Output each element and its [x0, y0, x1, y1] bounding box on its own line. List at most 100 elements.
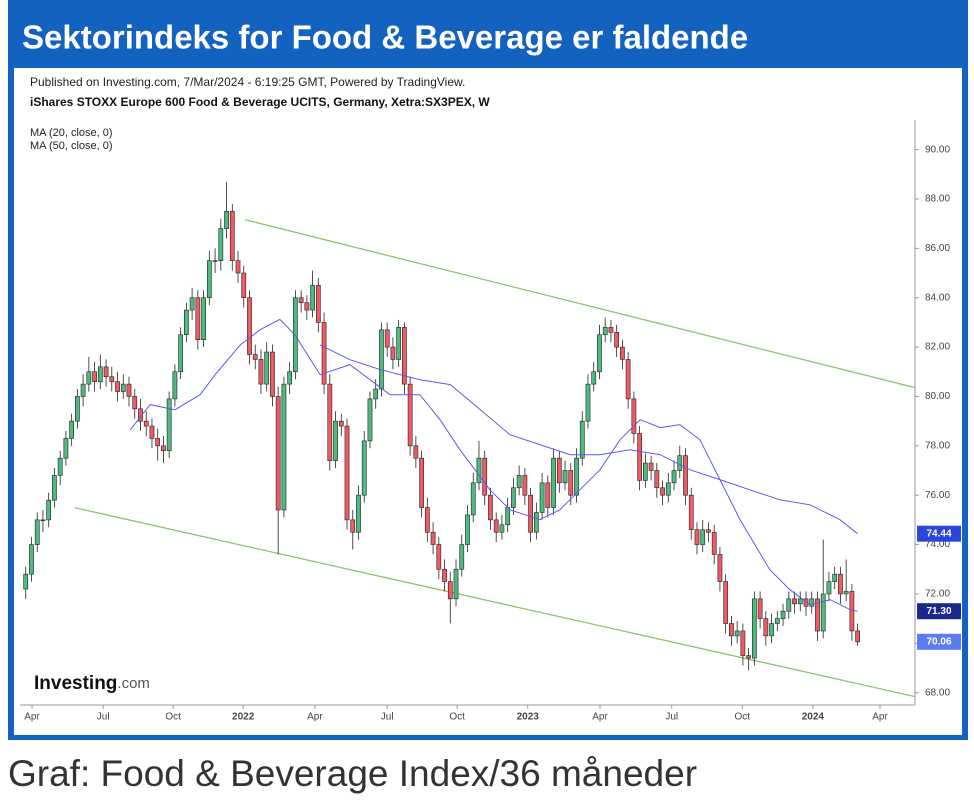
legend-entry: MA (20, close, 0)	[30, 127, 113, 139]
candle-body	[533, 512, 539, 533]
legend-entry: MA (50, close, 0)	[30, 140, 113, 152]
candle-body	[516, 475, 522, 489]
candle-body	[424, 507, 430, 533]
logo: Investing.com	[34, 673, 150, 694]
candle-body	[442, 568, 447, 582]
candle-body	[361, 440, 367, 496]
price-label: 70.06	[926, 636, 951, 647]
candle-body	[631, 398, 637, 434]
candle-body	[505, 507, 511, 526]
candle-body	[103, 366, 109, 378]
candle-body	[711, 531, 717, 555]
candle-body	[413, 445, 419, 459]
candle-body	[350, 519, 356, 533]
candle-body	[751, 598, 757, 659]
candle-body	[734, 630, 740, 637]
moving-average	[319, 344, 858, 535]
candle-body	[476, 457, 482, 484]
caption: Graf: Food & Beverage Index/36 måneder	[8, 753, 697, 794]
candle-body	[447, 581, 453, 600]
candle-body	[769, 623, 774, 637]
candle-body	[143, 420, 149, 427]
candle-body	[637, 433, 642, 481]
x-tick-label: 2023	[517, 712, 540, 723]
candle-body	[579, 420, 585, 459]
candle-body	[826, 581, 832, 595]
candle-body	[614, 331, 620, 348]
candle-body	[206, 260, 212, 299]
candle-body	[694, 529, 700, 545]
candle-body	[545, 482, 551, 508]
trend-line	[74, 507, 916, 698]
candle-body	[642, 462, 648, 481]
x-tick-label: Oct	[735, 712, 751, 723]
x-tick-label: 2024	[802, 712, 825, 723]
candle-body	[763, 618, 769, 637]
candle-body	[453, 568, 459, 600]
candle-body	[63, 438, 69, 459]
candle-body	[855, 630, 860, 643]
candle-body	[304, 302, 310, 311]
candle-body	[499, 524, 505, 533]
price-label-box	[917, 603, 961, 620]
candle-body	[820, 593, 826, 632]
candle-body	[602, 327, 608, 336]
candle-body	[338, 420, 344, 427]
candle-body	[757, 598, 763, 619]
price-label: 74.44	[926, 528, 951, 539]
candle-body	[465, 514, 470, 545]
candle-body	[706, 529, 711, 533]
candle-body	[780, 610, 786, 619]
candle-body	[327, 383, 333, 461]
chart-panel	[14, 68, 962, 735]
candle-body	[797, 598, 803, 605]
candle-body	[298, 297, 304, 303]
candle-body	[155, 438, 161, 447]
y-tick-label: 78.00	[925, 440, 950, 451]
x-tick-label: Apr	[307, 712, 323, 723]
candle-body	[46, 499, 52, 521]
candle-body	[379, 329, 384, 390]
candle-body	[80, 383, 86, 397]
candle-body	[212, 260, 218, 262]
x-tick-label: Jul	[381, 712, 394, 723]
candle-body	[470, 482, 476, 516]
logo-suffix: .com	[117, 675, 150, 692]
candle-body	[321, 322, 327, 385]
candle-body	[786, 598, 792, 612]
candle-body	[746, 655, 751, 659]
candle-body	[677, 455, 683, 471]
candle-body	[281, 383, 287, 511]
candle-body	[264, 351, 270, 385]
candle-body	[166, 398, 172, 452]
candle-body	[591, 371, 597, 385]
candle-body	[235, 260, 241, 274]
x-tick-label: Apr	[592, 712, 608, 723]
candle-body	[774, 618, 780, 624]
candle-body	[178, 334, 184, 373]
candle-body	[315, 285, 321, 323]
candle-body	[23, 573, 29, 590]
candle-body	[522, 475, 528, 496]
candle-body	[258, 359, 264, 385]
candle-body	[344, 425, 350, 521]
y-tick-label: 74.00	[925, 539, 950, 550]
candle-body	[333, 420, 338, 461]
candle-body	[120, 383, 126, 392]
candle-body	[574, 457, 579, 496]
candle-body	[620, 346, 625, 360]
candle-body	[562, 470, 568, 484]
x-tick-label: 2022	[232, 712, 255, 723]
candle-body	[815, 598, 820, 632]
price-label-box	[917, 633, 961, 650]
y-tick-label: 88.00	[925, 194, 950, 205]
logo-text: Investing	[34, 673, 117, 694]
candle-body	[407, 383, 413, 447]
x-tick-label: Jul	[97, 712, 110, 723]
candle-body	[729, 623, 734, 637]
candle-body	[608, 327, 614, 333]
candle-body	[665, 482, 671, 496]
candle-body	[384, 329, 390, 348]
price-label-box	[917, 525, 961, 542]
candle-body	[723, 581, 729, 624]
